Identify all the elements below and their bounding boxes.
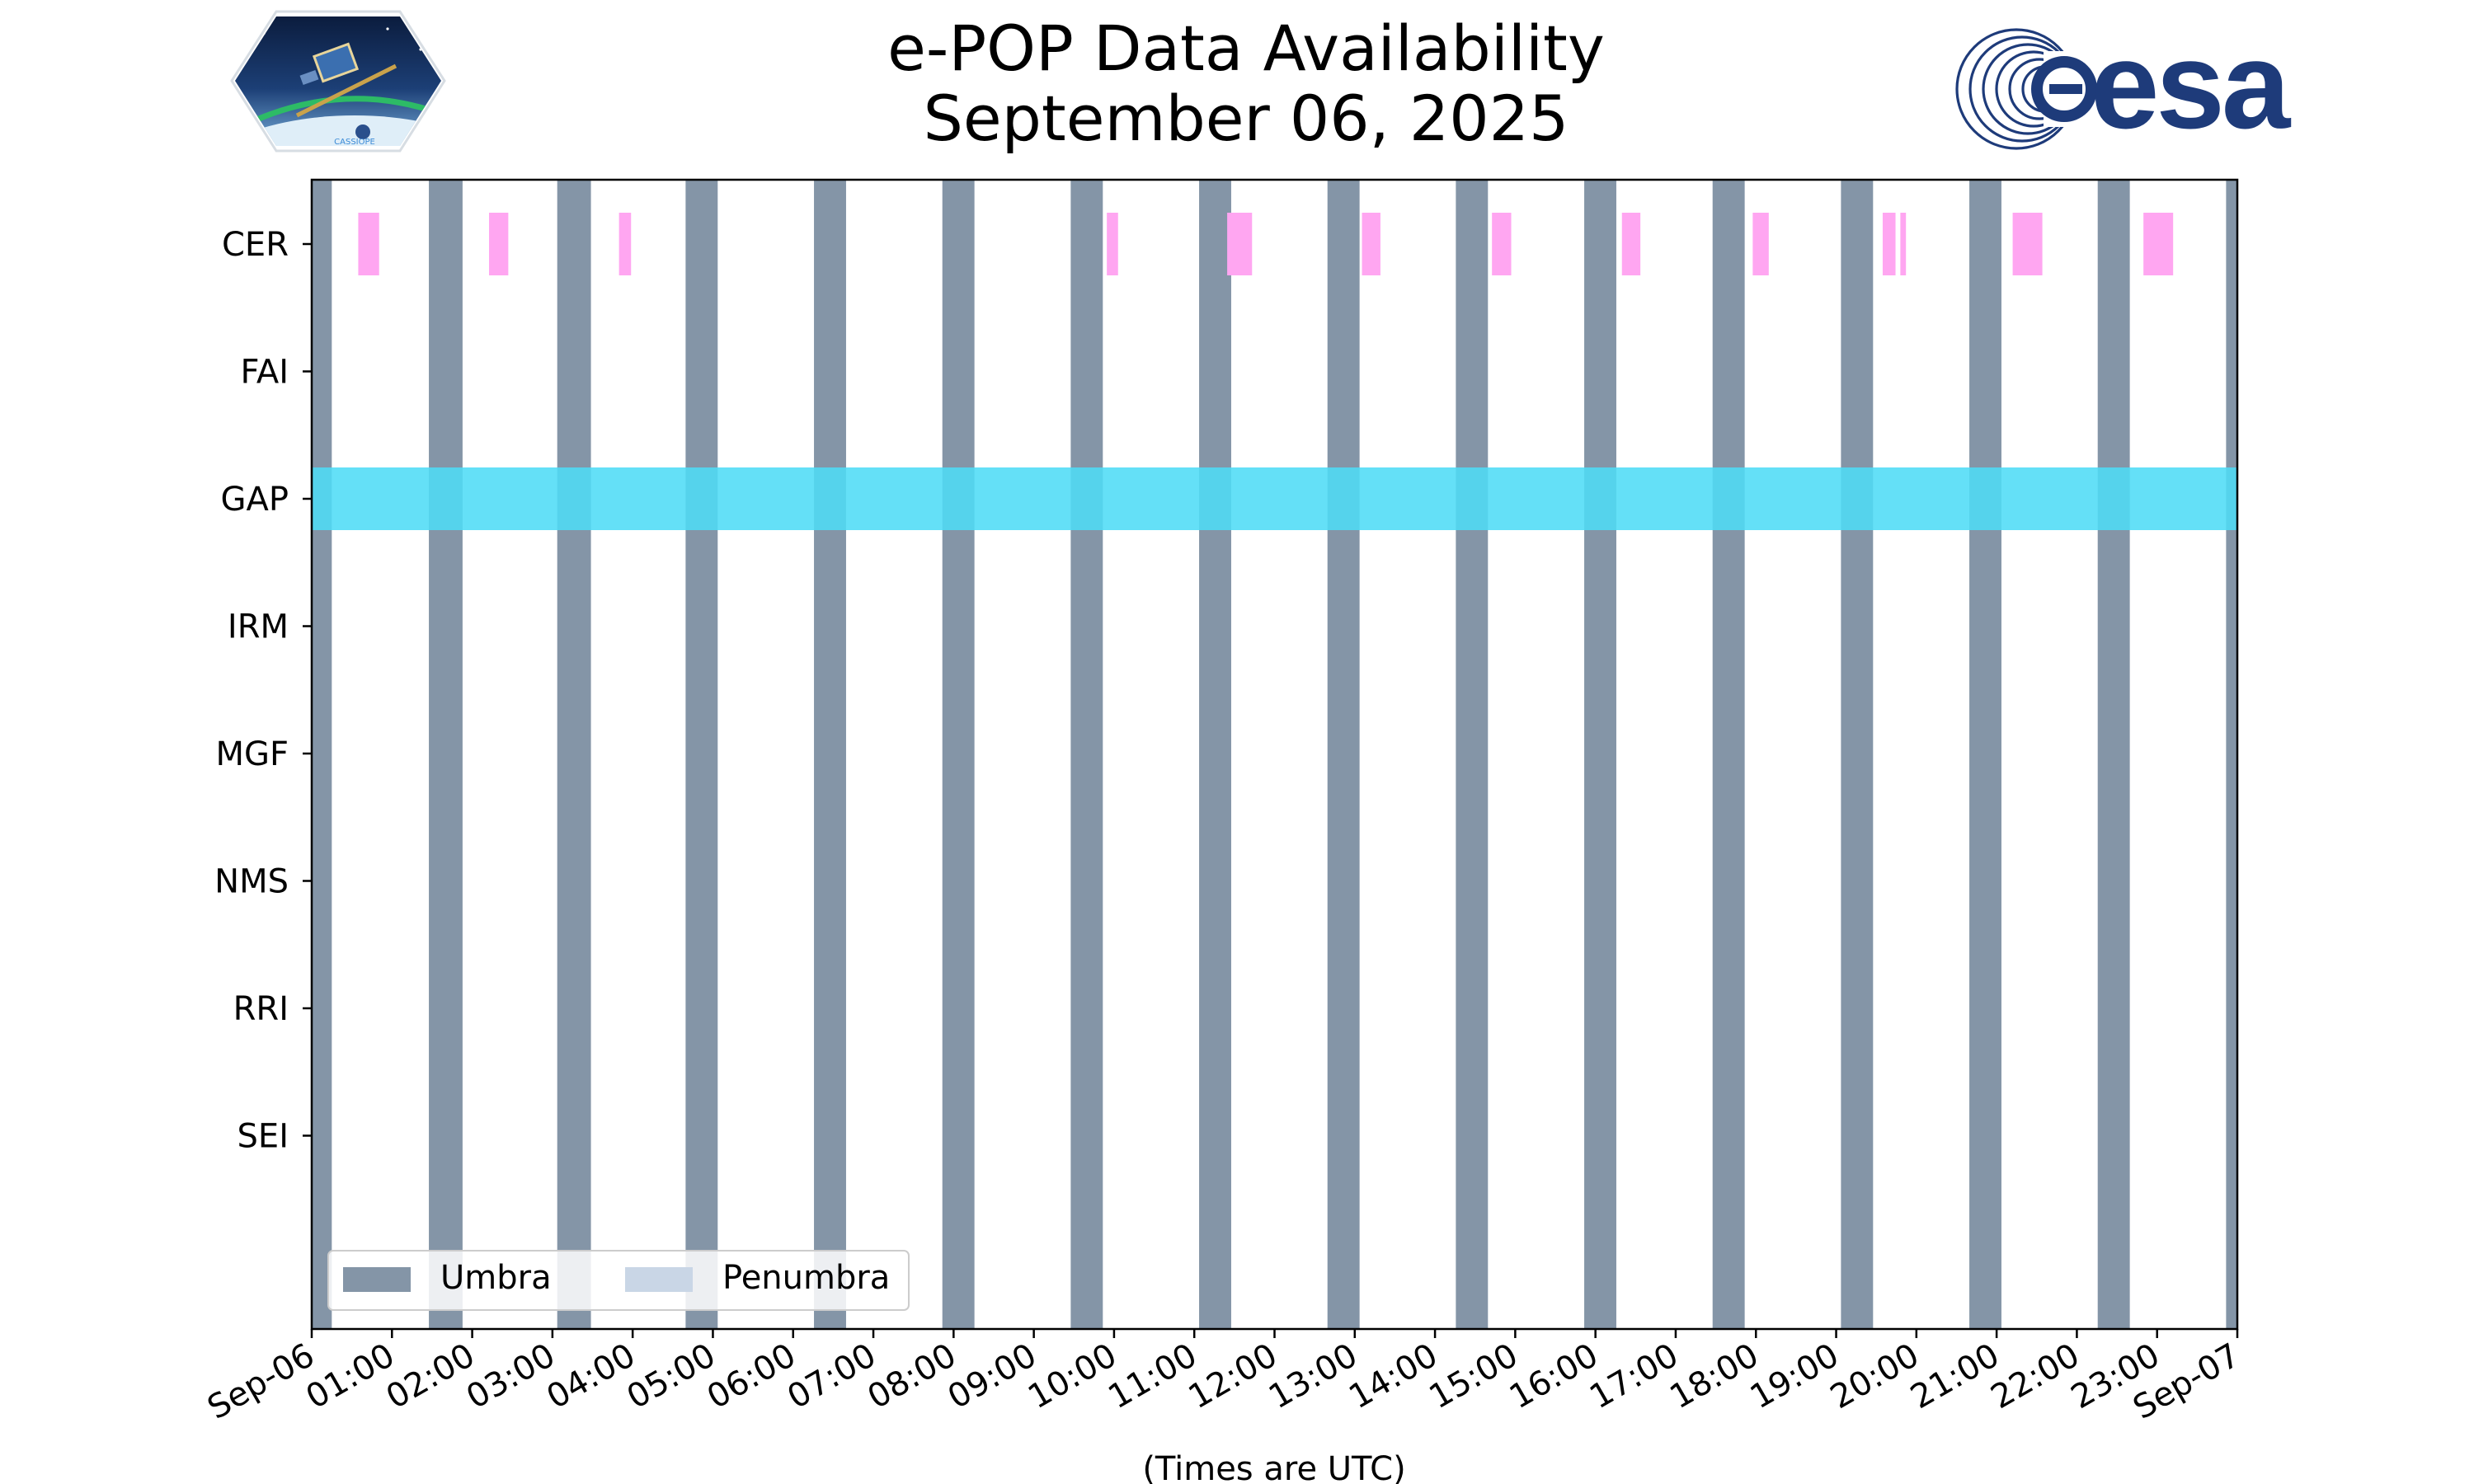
- x-tick-label: 14:00: [1343, 1336, 1444, 1416]
- umbra-band: [942, 180, 975, 1329]
- umbra-band: [1712, 180, 1745, 1329]
- y-tick-label-gap: GAP: [221, 481, 289, 519]
- coverage-bar-cer: [1752, 213, 1769, 275]
- chart-title: e-POP Data Availability: [887, 12, 1605, 85]
- umbra-band: [1584, 180, 1616, 1329]
- y-tick-label-rri: RRI: [233, 990, 289, 1028]
- x-tick-label: 01:00: [299, 1336, 401, 1416]
- legend-label-penumbra: Penumbra: [722, 1259, 890, 1297]
- x-tick-label: 09:00: [942, 1336, 1043, 1416]
- x-tick-label: 19:00: [1744, 1336, 1846, 1416]
- x-axis: Sep-0601:0002:0003:0004:0005:0006:0007:0…: [201, 1329, 2246, 1427]
- umbra-band: [1199, 180, 1231, 1329]
- legend-label-umbra: Umbra: [440, 1259, 552, 1297]
- umbra-band: [557, 180, 591, 1329]
- y-tick-label-nms: NMS: [214, 863, 289, 901]
- coverage-bar-cer: [1882, 213, 1896, 275]
- x-tick-label: 17:00: [1583, 1336, 1685, 1416]
- umbra-band: [1070, 180, 1103, 1329]
- x-axis-label: (Times are UTC): [1142, 1450, 1405, 1484]
- x-tick-label: 18:00: [1663, 1336, 1765, 1416]
- x-tick-label: 16:00: [1503, 1336, 1605, 1416]
- umbra-band: [429, 180, 463, 1329]
- x-tick-label: 15:00: [1423, 1336, 1525, 1416]
- umbra-band: [685, 180, 718, 1329]
- coverage-bar-cer: [1900, 213, 1907, 275]
- legend-frame: [327, 1250, 910, 1311]
- coverage-bar-cer: [618, 213, 632, 275]
- x-tick-label: 12:00: [1183, 1336, 1284, 1416]
- umbra-band: [1456, 180, 1489, 1329]
- legend-swatch-umbra: [343, 1267, 411, 1292]
- plot-area: [310, 178, 2239, 1331]
- coverage-bar-cer: [1492, 213, 1512, 275]
- esa-logo: esa: [1955, 16, 2295, 154]
- y-tick-label-cer: CER: [222, 226, 289, 264]
- coverage-bar-cer: [489, 213, 509, 275]
- umbra-band: [1327, 180, 1360, 1329]
- y-tick-label-irm: IRM: [228, 608, 289, 646]
- cassiope-logo: CASSIOPE: [230, 10, 446, 153]
- x-tick-label: 05:00: [621, 1336, 722, 1416]
- coverage-bar-cer: [1621, 213, 1641, 275]
- x-tick-label: 22:00: [1985, 1336, 2086, 1416]
- legend[interactable]: Umbra Penumbra: [327, 1250, 910, 1311]
- coverage-bar-cer: [1107, 213, 1118, 275]
- x-tick-label: 10:00: [1022, 1336, 1123, 1416]
- coverage-bar-cer: [358, 213, 379, 275]
- umbra-band: [2097, 180, 2130, 1329]
- y-tick-label-mgf: MGF: [215, 735, 289, 773]
- y-axis: CER FAI GAP IRM MGF NMS RRI SEI: [214, 226, 312, 1156]
- x-tick-label: 03:00: [460, 1336, 562, 1416]
- x-tick-label: 08:00: [861, 1336, 962, 1416]
- x-tick-label: 11:00: [1102, 1336, 1203, 1416]
- svg-text:esa: esa: [2091, 16, 2292, 154]
- x-tick-label: 04:00: [540, 1336, 642, 1416]
- umbra-layer: [312, 180, 2237, 1329]
- coverage-bar-cer: [1362, 213, 1380, 275]
- x-tick-label: 21:00: [1904, 1336, 2006, 1416]
- data-layer: [312, 213, 2237, 530]
- coverage-bar-gap: [312, 467, 2237, 530]
- coverage-bar-cer: [1227, 213, 1253, 275]
- chart-subtitle: September 06, 2025: [924, 82, 1569, 155]
- coverage-bar-cer: [2012, 213, 2043, 275]
- umbra-band: [1841, 180, 1874, 1329]
- x-tick-label: 13:00: [1263, 1336, 1364, 1416]
- x-tick-label: 20:00: [1824, 1336, 1926, 1416]
- umbra-band: [2226, 180, 2237, 1329]
- x-tick-label: 02:00: [380, 1336, 482, 1416]
- umbra-band: [1969, 180, 2001, 1329]
- plot-background: [312, 180, 2237, 1329]
- x-tick-label: 06:00: [701, 1336, 802, 1416]
- coverage-bar-cer: [2143, 213, 2174, 275]
- legend-swatch-penumbra: [625, 1267, 693, 1292]
- umbra-band: [312, 180, 332, 1329]
- y-tick-label-fai: FAI: [241, 354, 289, 392]
- cassiope-logo-text: CASSIOPE: [334, 138, 375, 147]
- y-tick-label-sei: SEI: [238, 1118, 289, 1156]
- umbra-band: [814, 180, 846, 1329]
- x-tick-label: 07:00: [781, 1336, 882, 1416]
